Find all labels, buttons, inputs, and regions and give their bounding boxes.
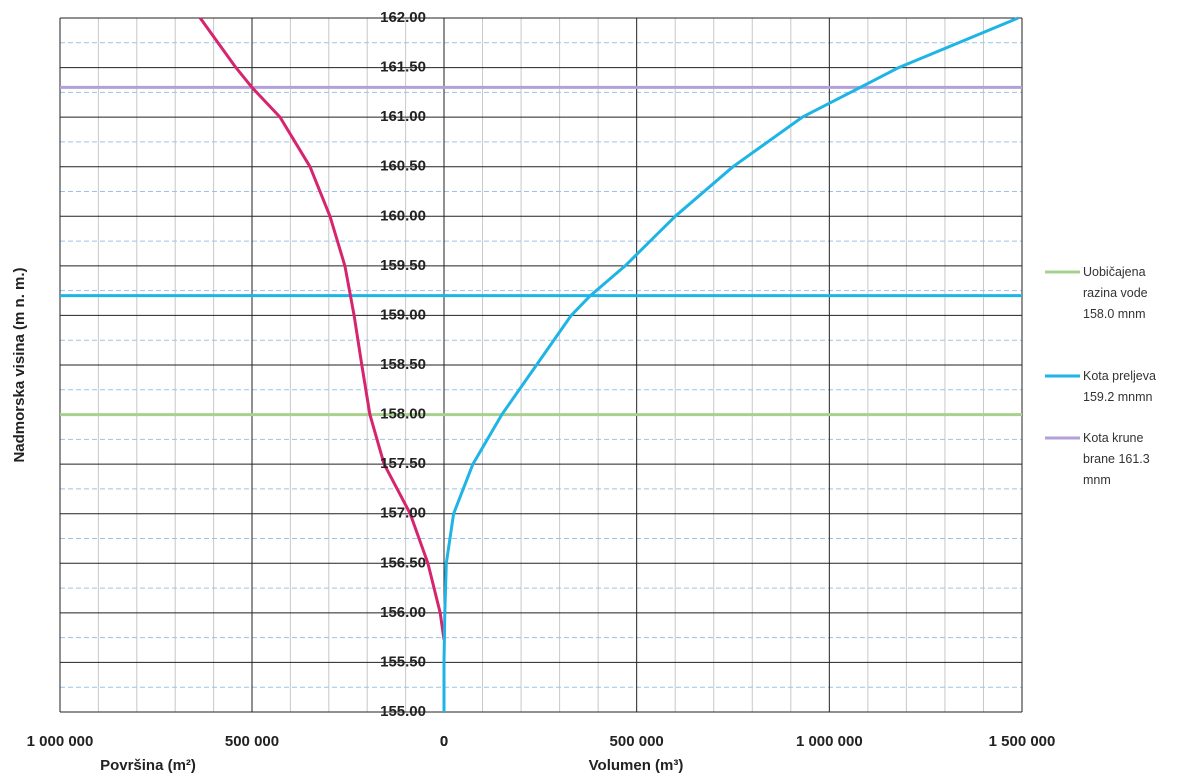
legend-label: Uobičajena razina vode 158.0 mnm (1083, 265, 1148, 321)
area-axis-title: Površina (m²) (100, 757, 196, 774)
x-tick-label: 1 500 000 (989, 733, 1056, 750)
y-tick-label: 159.50 (380, 257, 426, 274)
y-tick-label: 160.00 (380, 207, 426, 224)
x-tick-label: 1 000 000 (796, 733, 863, 750)
y-tick-label: 155.50 (380, 653, 426, 670)
y-tick-label: 158.00 (380, 406, 426, 423)
y-axis-title: Nadmorska visina (m n. m.) (11, 267, 28, 462)
x-tick-label: 0 (440, 733, 448, 750)
y-tick-label: 155.00 (380, 703, 426, 720)
legend-label: Kota preljeva 159.2 mnmn (1083, 369, 1156, 404)
y-tick-label: 156.50 (380, 554, 426, 571)
x-tick-label: 0 (440, 733, 448, 750)
x-tick-label: 1 000 000 (27, 733, 94, 750)
y-tick-label: 160.50 (380, 158, 426, 175)
x-tick-label: 500 000 (610, 733, 664, 750)
y-tick-label: 162.00 (380, 9, 426, 26)
x-tick-label: 500 000 (225, 733, 279, 750)
y-tick-label: 161.50 (380, 59, 426, 76)
y-tick-label: 157.50 (380, 455, 426, 472)
data-line (198, 17, 446, 640)
volume-axis-title: Volumen (m³) (589, 757, 684, 774)
y-tick-label: 156.00 (380, 604, 426, 621)
y-tick-label: 158.50 (380, 356, 426, 373)
legend-label: Kota krune brane 161.3 mnm (1083, 431, 1150, 487)
y-tick-label: 161.00 (380, 108, 426, 125)
data-line (442, 16, 1019, 712)
y-tick-label: 159.00 (380, 306, 426, 323)
y-tick-label: 157.00 (380, 505, 426, 522)
